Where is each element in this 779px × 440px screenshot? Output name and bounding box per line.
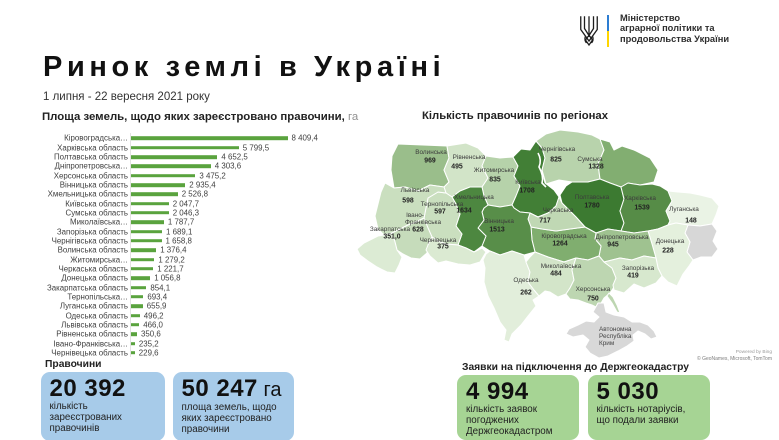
svg-text:1264: 1264 — [552, 241, 567, 248]
svg-text:825: 825 — [550, 157, 562, 164]
svg-text:1780: 1780 — [584, 203, 599, 210]
svg-text:Дніпропетровська: Дніпропетровська — [595, 233, 648, 241]
svg-text:351,0: 351,0 — [383, 234, 400, 241]
svg-text:Сумська: Сумська — [577, 156, 603, 163]
svg-text:Крим: Крим — [599, 340, 614, 347]
svg-text:Київська: Київська — [515, 179, 541, 186]
svg-text:419: 419 — [627, 273, 639, 280]
svg-text:835: 835 — [489, 177, 501, 184]
svg-text:Івано-: Івано- — [406, 212, 424, 219]
svg-text:Львівська: Львівська — [401, 186, 430, 194]
svg-text:750: 750 — [587, 296, 599, 303]
svg-text:1634: 1634 — [456, 208, 471, 215]
svg-text:Чернігівська: Чернігівська — [539, 145, 576, 153]
svg-text:Автономна: Автономна — [599, 326, 632, 333]
svg-text:1539: 1539 — [634, 205, 649, 212]
svg-text:Чернівецька: Чернівецька — [420, 236, 457, 244]
svg-text:1328: 1328 — [588, 164, 603, 171]
svg-text:484: 484 — [550, 271, 562, 278]
svg-text:717: 717 — [539, 218, 551, 225]
svg-text:Рівненська: Рівненська — [453, 153, 486, 161]
svg-text:Кіровоградська: Кіровоградська — [541, 232, 587, 240]
svg-text:262: 262 — [520, 290, 532, 297]
svg-text:Хмельницька: Хмельницька — [454, 194, 494, 201]
svg-text:148: 148 — [685, 218, 697, 225]
svg-text:Полтавська: Полтавська — [575, 194, 610, 201]
svg-text:Житомирська: Житомирська — [474, 167, 515, 174]
svg-text:228: 228 — [662, 248, 674, 255]
svg-text:Запорізька: Запорізька — [622, 264, 655, 272]
svg-text:Херсонська: Херсонська — [576, 286, 611, 293]
svg-text:597: 597 — [434, 209, 446, 216]
svg-text:Вінницька: Вінницька — [484, 217, 514, 225]
svg-text:Черкаська: Черкаська — [543, 207, 574, 214]
svg-text:375: 375 — [437, 244, 449, 251]
svg-text:945: 945 — [607, 242, 619, 249]
svg-text:Одеська: Одеська — [513, 277, 539, 284]
svg-text:Луганська: Луганська — [669, 206, 699, 213]
svg-text:Франківська: Франківська — [405, 218, 441, 226]
svg-text:495: 495 — [451, 164, 463, 171]
svg-text:1708: 1708 — [519, 188, 534, 195]
svg-text:Тернопільська: Тернопільська — [421, 200, 464, 208]
svg-text:628: 628 — [412, 227, 424, 234]
svg-text:Харківська: Харківська — [624, 194, 656, 202]
svg-text:598: 598 — [402, 198, 414, 205]
svg-text:Донецька: Донецька — [656, 238, 685, 245]
svg-text:969: 969 — [424, 158, 436, 165]
svg-text:Волинська: Волинська — [415, 149, 447, 156]
svg-text:Миколаївська: Миколаївська — [541, 263, 582, 270]
svg-text:1513: 1513 — [489, 227, 504, 234]
svg-text:Закарпатська: Закарпатська — [370, 226, 411, 233]
svg-text:Республіка: Республіка — [599, 332, 632, 340]
